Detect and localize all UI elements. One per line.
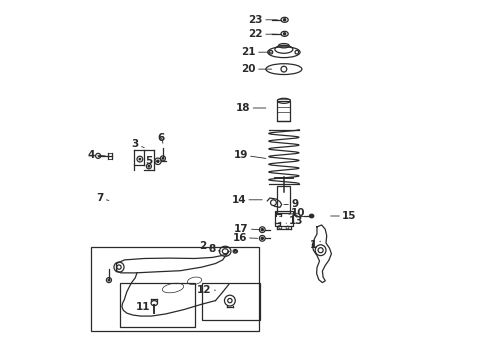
Text: 6: 6 xyxy=(158,133,165,143)
Circle shape xyxy=(148,166,149,167)
Text: 20: 20 xyxy=(242,64,271,74)
Circle shape xyxy=(139,158,141,160)
Text: 10: 10 xyxy=(289,208,306,218)
Text: 16: 16 xyxy=(232,233,258,243)
Circle shape xyxy=(284,19,286,21)
Text: 18: 18 xyxy=(236,103,266,113)
Text: 17: 17 xyxy=(234,224,259,234)
Text: 3: 3 xyxy=(132,139,144,149)
Text: 8: 8 xyxy=(208,244,220,254)
Bar xyxy=(275,211,293,226)
Circle shape xyxy=(162,158,164,159)
Bar xyxy=(277,186,291,213)
Text: 13: 13 xyxy=(286,216,304,226)
Text: 21: 21 xyxy=(242,47,271,57)
Bar xyxy=(202,283,260,320)
Text: 15: 15 xyxy=(331,211,357,221)
Text: 2: 2 xyxy=(199,240,210,251)
Bar xyxy=(91,247,259,331)
Text: 22: 22 xyxy=(248,29,277,39)
Circle shape xyxy=(108,279,110,281)
Circle shape xyxy=(284,33,286,35)
Bar xyxy=(120,283,195,327)
Text: 23: 23 xyxy=(248,15,277,25)
Circle shape xyxy=(261,237,263,239)
Text: 11: 11 xyxy=(136,302,155,312)
Text: 7: 7 xyxy=(96,193,109,203)
Circle shape xyxy=(261,229,263,231)
Circle shape xyxy=(157,160,159,162)
Text: 19: 19 xyxy=(234,150,266,160)
Text: 5: 5 xyxy=(145,156,157,166)
Text: 12: 12 xyxy=(197,285,216,295)
Circle shape xyxy=(311,215,313,217)
Text: 9: 9 xyxy=(284,199,298,210)
Text: 14: 14 xyxy=(232,195,262,205)
Text: 1: 1 xyxy=(310,240,320,250)
Bar xyxy=(277,101,291,121)
Text: 4: 4 xyxy=(88,150,105,160)
